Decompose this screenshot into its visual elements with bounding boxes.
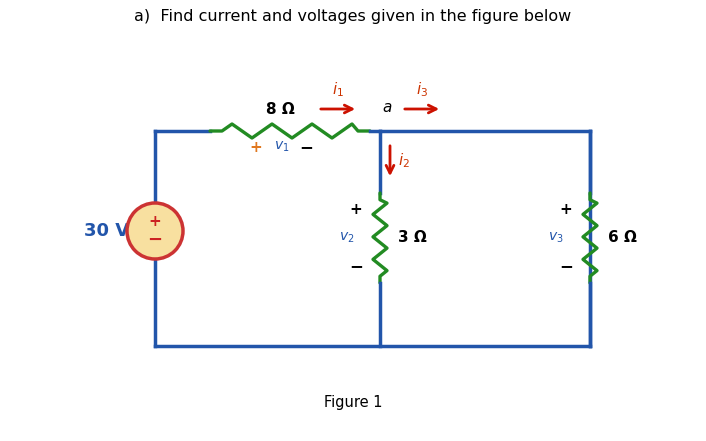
Text: $v_1$: $v_1$ (274, 140, 289, 154)
Text: $v_2$: $v_2$ (339, 231, 354, 245)
Text: 8 Ω: 8 Ω (265, 102, 294, 117)
Text: 6 Ω: 6 Ω (608, 231, 637, 246)
Text: 30 V: 30 V (85, 222, 130, 240)
Text: $i_2$: $i_2$ (398, 152, 410, 170)
Text: −: − (148, 231, 162, 249)
Text: −: − (559, 257, 573, 275)
Circle shape (127, 203, 183, 259)
Text: −: − (349, 257, 363, 275)
Text: −: − (299, 138, 313, 156)
Text: a)  Find current and voltages given in the figure below: a) Find current and voltages given in th… (134, 9, 572, 24)
Text: $i_1$: $i_1$ (332, 80, 344, 99)
Text: +: + (149, 214, 162, 229)
Text: +: + (560, 202, 573, 217)
Text: $v_3$: $v_3$ (549, 231, 564, 245)
Text: 3 Ω: 3 Ω (398, 231, 426, 246)
Text: $i_3$: $i_3$ (416, 80, 428, 99)
Text: Figure 1: Figure 1 (324, 396, 382, 411)
Text: +: + (349, 202, 362, 217)
Text: +: + (250, 139, 263, 154)
Text: $a$: $a$ (382, 100, 393, 115)
